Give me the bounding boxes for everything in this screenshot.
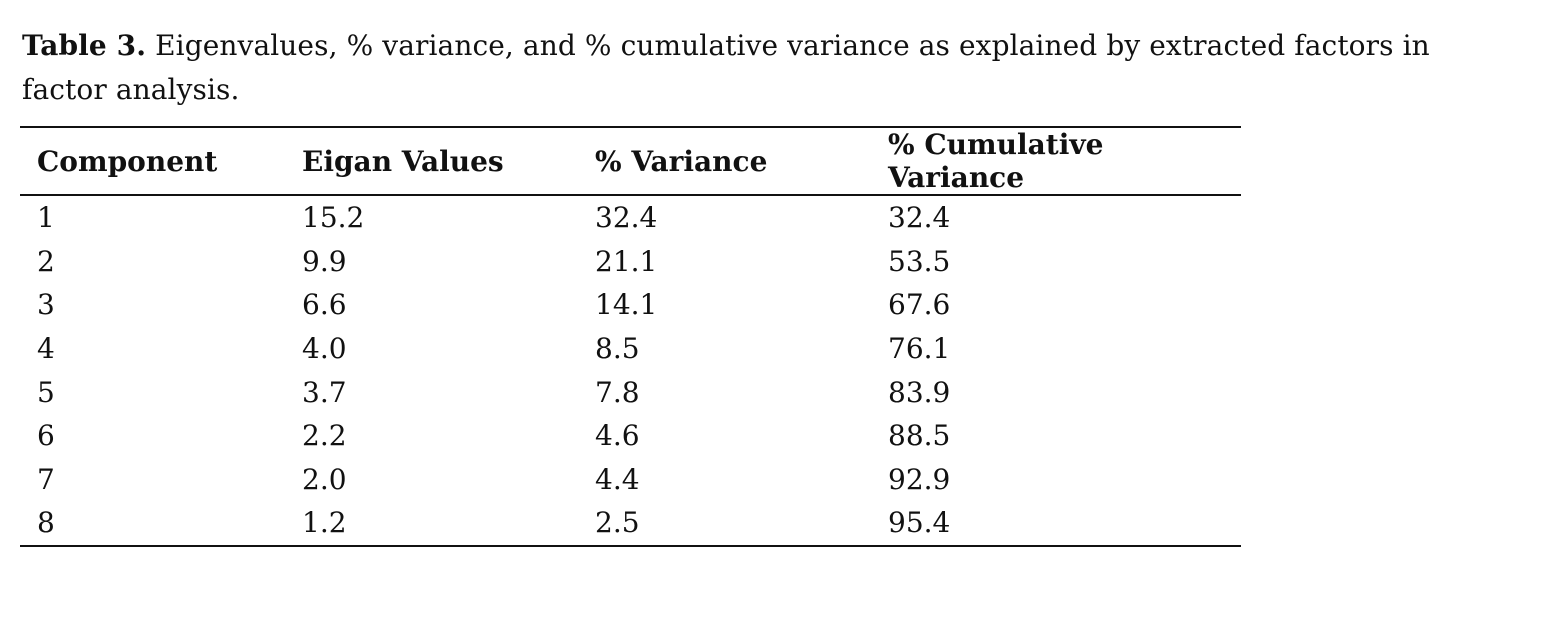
cell-variance: 14.1: [595, 288, 658, 322]
cell-component: 7: [37, 462, 55, 496]
table-row: 1 15.2 32.4 32.4: [20, 195, 1241, 240]
cell-variance: 21.1: [595, 244, 658, 278]
cell-eigan-value: 9.9: [302, 244, 347, 278]
table-row: 5 3.7 7.8 83.9: [20, 370, 1241, 414]
header-cumulative-variance: % Cumulative Variance: [888, 128, 1104, 194]
cell-variance: 7.8: [595, 375, 640, 409]
table-row: 7 2.0 4.4 92.9: [20, 458, 1241, 502]
header-component: Component: [37, 144, 218, 178]
cell-variance: 8.5: [595, 332, 640, 366]
cell-component: 3: [37, 288, 55, 322]
cell-variance: 4.4: [595, 462, 640, 496]
table-row: 3 6.6 14.1 67.6: [20, 283, 1241, 327]
table-caption-text: Eigenvalues, % variance, and % cumulativ…: [22, 29, 1430, 106]
cell-cumulative-variance: 95.4: [888, 506, 951, 540]
table-row: 2 9.9 21.1 53.5: [20, 240, 1241, 284]
cell-eigan-value: 15.2: [302, 201, 365, 235]
cell-eigan-value: 3.7: [302, 375, 347, 409]
table-row: 4 4.0 8.5 76.1: [20, 327, 1241, 371]
table-caption: Table 3. Eigenvalues, % variance, and % …: [22, 24, 1522, 112]
header-variance: % Variance: [595, 144, 768, 178]
header-eigan-values: Eigan Values: [302, 144, 504, 178]
table-header-row: Component Eigan Values % Variance % Cumu…: [20, 127, 1241, 195]
cell-cumulative-variance: 53.5: [888, 244, 951, 278]
cell-variance: 2.5: [595, 506, 640, 540]
cell-variance: 4.6: [595, 419, 640, 453]
cell-component: 4: [37, 332, 55, 366]
table-header: Component Eigan Values % Variance % Cumu…: [20, 127, 1241, 195]
table-row: 6 2.2 4.6 88.5: [20, 414, 1241, 458]
cell-component: 2: [37, 244, 55, 278]
cell-eigan-value: 2.2: [302, 419, 347, 453]
factor-analysis-table: Component Eigan Values % Variance % Cumu…: [20, 126, 1241, 547]
cell-component: 1: [37, 201, 55, 235]
cell-eigan-value: 2.0: [302, 462, 347, 496]
table-caption-label: Table 3.: [22, 29, 147, 62]
cell-cumulative-variance: 83.9: [888, 375, 951, 409]
cell-component: 5: [37, 375, 55, 409]
cell-component: 8: [37, 506, 55, 540]
cell-eigan-value: 6.6: [302, 288, 347, 322]
cell-cumulative-variance: 76.1: [888, 332, 951, 366]
cell-variance: 32.4: [595, 201, 658, 235]
cell-component: 6: [37, 419, 55, 453]
cell-eigan-value: 1.2: [302, 506, 347, 540]
cell-eigan-value: 4.0: [302, 332, 347, 366]
table-row: 8 1.2 2.5 95.4: [20, 501, 1241, 546]
cell-cumulative-variance: 92.9: [888, 462, 951, 496]
table-body: 1 15.2 32.4 32.4 2 9.9 21.1 53.5 3 6.6 1…: [20, 195, 1241, 546]
cell-cumulative-variance: 67.6: [888, 288, 951, 322]
cell-cumulative-variance: 88.5: [888, 419, 951, 453]
cell-cumulative-variance: 32.4: [888, 201, 951, 235]
factor-analysis-table-container: Component Eigan Values % Variance % Cumu…: [20, 126, 1241, 547]
